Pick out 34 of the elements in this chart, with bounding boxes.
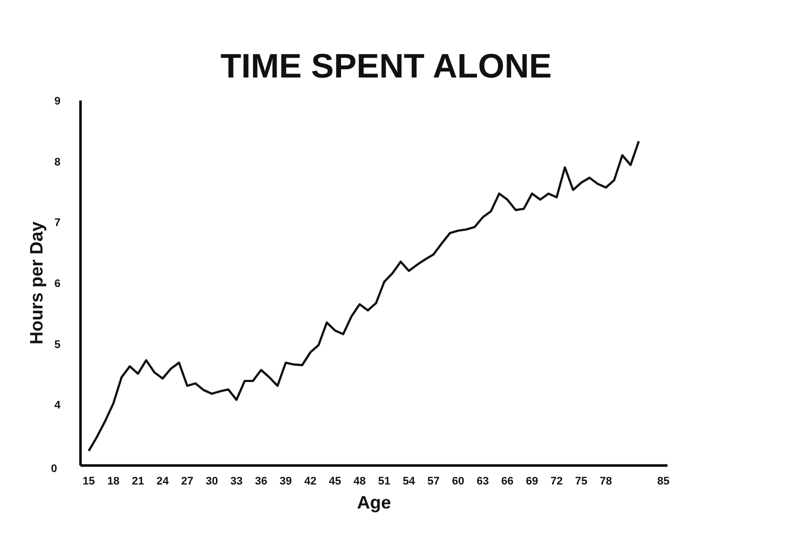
y-tick-label: 4	[54, 400, 62, 412]
y-tick-label: 5	[54, 338, 61, 351]
x-tick-label: 48	[354, 476, 366, 488]
x-tick-label: 30	[206, 476, 218, 488]
x-tick-label: 33	[230, 476, 243, 488]
x-tick-label: 60	[452, 476, 464, 488]
x-tick-label: 15	[82, 476, 95, 488]
y-tick-label: 8	[54, 156, 61, 168]
line-series	[88, 140, 640, 452]
y-axis-title: Hours per Day	[26, 221, 46, 345]
x-tick-label: 42	[304, 476, 317, 488]
text: 0	[51, 462, 58, 477]
x-tick-label: 85	[657, 476, 670, 488]
x-tick-label: 21	[132, 476, 144, 488]
x-tick-label: 78	[600, 476, 612, 488]
x-tick-label: 54	[402, 476, 416, 488]
x-tick-label: 45	[328, 476, 342, 488]
x-tick-label: 66	[501, 476, 514, 488]
chart-title: TIME SPENT ALONE	[220, 48, 552, 86]
y-tick-label: 9	[54, 96, 61, 108]
x-tick-label: 39	[280, 476, 292, 488]
x-tick-label: 57	[427, 476, 440, 488]
x-tick-label: 75	[575, 476, 588, 488]
y-tick-label: 6	[54, 278, 61, 290]
x-tick-label: 72	[550, 476, 563, 488]
x-tick-label: 36	[255, 476, 268, 488]
x-tick-label: 51	[378, 476, 390, 488]
x-tick-label: 18	[107, 476, 120, 488]
y-tick-label: 7	[54, 217, 61, 230]
x-tick-label: 24	[156, 476, 170, 488]
x-tick-label: 69	[526, 476, 538, 488]
x-axis-title: Age	[357, 492, 392, 512]
x-tick-label: 27	[181, 476, 194, 488]
x-tick-label: 63	[476, 476, 489, 488]
